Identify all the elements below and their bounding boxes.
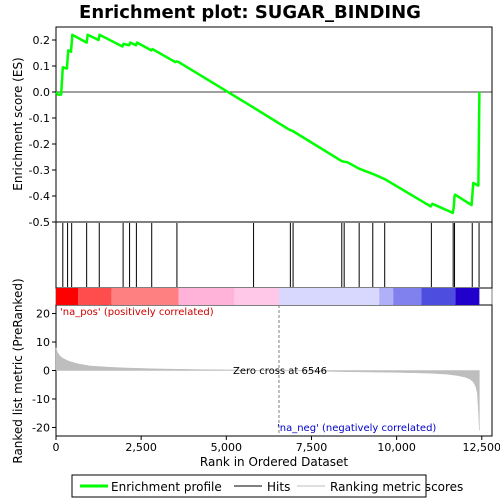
- x-tick-label: 12,500: [463, 441, 500, 454]
- es-series: [55, 33, 481, 215]
- heatmap-segment-pos: [56, 288, 79, 305]
- ranking-metric-area: [55, 347, 480, 431]
- es-tick-label: 0.0: [33, 86, 51, 99]
- es-tick-label: 0.2: [33, 34, 51, 47]
- heatmap-segment-neg: [455, 288, 480, 305]
- metric-tick-label: -10: [32, 393, 50, 406]
- heatmap-segment-pos: [178, 288, 235, 305]
- es-tick-label: -0.3: [29, 164, 50, 177]
- heatmap-segment-neg: [393, 288, 422, 305]
- hit-marks: [62, 223, 480, 287]
- metric-tick-label: 20: [36, 308, 50, 321]
- metric-series: [55, 305, 480, 436]
- es-axis-label: Enrichment score (ES): [11, 57, 25, 190]
- metric-tick-label: -20: [32, 421, 50, 434]
- x-axis-label: Rank in Ordered Dataset: [200, 455, 348, 469]
- metric-tick-label: 10: [36, 336, 50, 349]
- es-tick-label: -0.1: [29, 112, 50, 125]
- zero-cross-label: Zero cross at 6546: [233, 366, 327, 377]
- legend: Enrichment profile Hits Ranking metric s…: [71, 474, 463, 498]
- legend-hits-label: Hits: [267, 480, 290, 494]
- heatmap-segment-neg: [379, 288, 394, 305]
- x-tick-label: 5,000: [211, 441, 243, 454]
- heatmap-segment-pos: [111, 288, 179, 305]
- x-ticks: 0 2,500 5,000 7,500 10,000 12,500: [53, 436, 500, 454]
- es-tick-label: -0.4: [29, 190, 50, 203]
- na-pos-annotation: 'na_pos' (positively correlated): [60, 307, 214, 318]
- es-tick-label: -0.2: [29, 138, 50, 151]
- es-tick-label: -0.5: [29, 216, 50, 229]
- legend-metric-label: Ranking metric scores: [330, 480, 463, 494]
- na-neg-annotation: 'na_neg' (negatively correlated): [277, 423, 436, 434]
- x-tick-label: 10,000: [377, 441, 416, 454]
- heatmap-segments: [56, 288, 480, 305]
- heatmap-segment-pos: [78, 288, 112, 305]
- es-tick-label: 0.1: [33, 60, 51, 73]
- legend-enrichment-label: Enrichment profile: [111, 480, 222, 494]
- metric-axis-label: Ranked list metric (PreRanked): [11, 278, 25, 463]
- x-tick-label: 0: [53, 441, 60, 454]
- heatmap-segment-pos: [234, 288, 279, 305]
- enrichment-profile-line: [55, 33, 481, 215]
- chart-title: Enrichment plot: SUGAR_BINDING: [79, 2, 421, 23]
- metric-tick-label: 0: [43, 365, 50, 378]
- es-y-ticks: 0.2 0.1 0.0 -0.1 -0.2 -0.3 -0.4 -0.5: [29, 34, 56, 229]
- heatmap-segment-neg: [278, 288, 380, 305]
- x-tick-label: 7,500: [296, 441, 328, 454]
- heatmap-segment-neg: [421, 288, 456, 305]
- x-tick-label: 2,500: [125, 441, 157, 454]
- metric-y-ticks: 20 10 0 -10 -20: [32, 308, 56, 434]
